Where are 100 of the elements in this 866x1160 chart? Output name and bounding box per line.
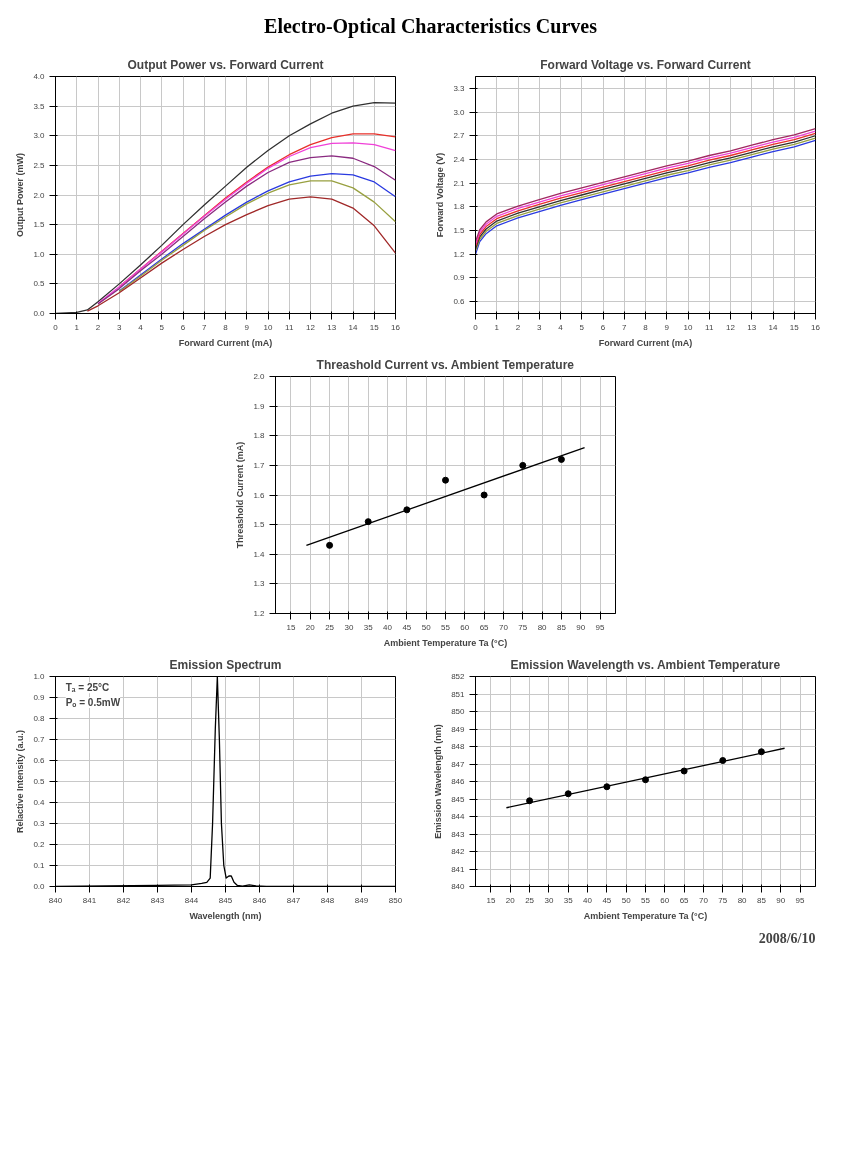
y-tick-label: 851 [451,689,466,699]
point [326,541,334,549]
x-tick-label: 35 [563,895,574,905]
text: Electro-Optical Characteristics Curves [264,14,598,38]
x-tick-label: 65 [679,895,690,905]
y-tick-label: 0.7 [33,735,46,744]
x-axis-title: Forward Current (mA) [178,337,273,348]
y-tick-label: 3.0 [33,131,46,141]
y-tick-label: 2.7 [453,131,466,141]
y-tick-label: 1.5 [33,220,46,230]
y-axis-title: Output Power (mW) [15,152,26,237]
y-tick-label: 1.8 [453,202,466,212]
y-tick-label: 0.0 [33,882,46,891]
y-tick-label: 841 [451,864,466,874]
x-tick-label: 842 [116,895,131,905]
y-tick-label: 2.1 [453,178,466,188]
y-tick-label: 1.3 [253,579,266,589]
x-tick-label: 2 [95,322,101,332]
x-tick-label: 60 [460,622,470,632]
x-tick-label: 35 [363,622,374,632]
x-tick-label: 848 [320,895,335,905]
x-tick-label: 11 [285,322,294,332]
x-tick-label: 13 [747,322,757,332]
x-tick-label: 850 [388,895,403,905]
y-tick-label: 844 [451,812,466,821]
point [757,748,765,756]
y-tick-label: 0.3 [33,819,46,828]
x-tick-label: 0 [473,322,479,332]
x-tick-label: 90 [776,895,786,905]
x-tick-label: 95 [795,895,806,905]
x-tick-label: 95 [595,622,606,632]
y-tick-label: 3.0 [453,107,466,117]
x-tick-label: 55 [441,622,451,632]
x-tick-label: 7 [622,322,628,332]
text: 2008/6/10 [758,930,816,946]
chart-title: Emission Spectrum [169,657,282,672]
x-tick-label: 14 [348,322,358,332]
y-tick-label: 0.9 [33,693,46,702]
y-tick-label: 0.0 [33,309,46,318]
y-tick-label: 849 [451,724,466,734]
line-series [86,196,396,312]
y-tick-label: 0.5 [33,777,46,786]
x-tick-label: 65 [479,622,490,632]
chart-title: Forward Voltage vs. Forward Current [540,57,751,72]
y-tick-label: 1.8 [253,431,266,441]
x-tick-label: 6 [180,322,186,332]
x-tick-label: 7 [202,322,208,332]
x-tick-label: 8 [643,322,649,332]
y-tick-label: 1.5 [453,226,466,236]
x-tick-label: 3 [117,322,123,332]
y-tick-label: 1.0 [33,249,46,259]
x-tick-label: 15 [486,895,496,905]
point [519,461,527,469]
x-tick-label: 60 [660,895,670,905]
x-tick-label: 70 [499,622,509,632]
y-tick-label: 847 [451,759,466,769]
x-axis-title: Ambient Temperature Ta (°C) [583,910,708,921]
x-tick-label: 849 [354,895,369,905]
point [642,776,649,784]
x-tick-label: 50 [421,622,432,632]
y-tick-label: 1.4 [253,549,266,559]
x-tick-label: 10 [263,322,273,332]
point [480,491,488,499]
y-tick-label: 842 [451,847,466,856]
x-tick-label: 5 [159,322,165,332]
annotation: Pₒ = 0.5mW [65,697,121,708]
x-axis-title: Wavelength (nm) [189,910,262,921]
x-tick-label: 90 [576,622,586,632]
y-tick-label: 1.7 [253,460,266,470]
x-tick-label: 4 [558,322,564,332]
x-tick-label: 14 [768,322,778,332]
y-tick-label: 0.2 [33,840,46,849]
annotation: Tₐ = 25°C [65,682,110,694]
point [680,767,688,775]
x-tick-label: 55 [641,895,651,905]
x-tick-label: 3 [537,322,543,332]
x-tick-label: 16 [811,322,821,332]
x-tick-label: 30 [344,622,354,632]
x-tick-label: 1 [494,322,500,332]
y-tick-label: 0.9 [453,273,466,283]
x-tick-label: 6 [600,322,606,332]
y-tick-label: 0.6 [453,297,466,307]
y-tick-label: 1.9 [253,401,266,411]
x-tick-label: 80 [537,622,548,632]
point [557,455,565,463]
x-tick-label: 12 [306,322,316,332]
x-tick-label: 2 [515,322,521,332]
y-tick-label: 850 [451,707,466,716]
y-tick-label: 4.0 [33,72,46,81]
x-tick-label: 15 [369,322,380,332]
x-tick-label: 8 [223,322,229,332]
x-tick-label: 13 [327,322,337,332]
y-tick-label: 848 [451,742,466,751]
y-tick-label: 0.8 [33,714,46,723]
y-tick-label: 2.5 [33,160,46,170]
y-tick-label: 852 [451,672,466,681]
y-axis-title: Emission Wavelength (nm) [433,724,444,839]
x-tick-label: 40 [583,895,593,905]
x-tick-label: 70 [699,895,709,905]
x-tick-label: 12 [726,322,736,332]
